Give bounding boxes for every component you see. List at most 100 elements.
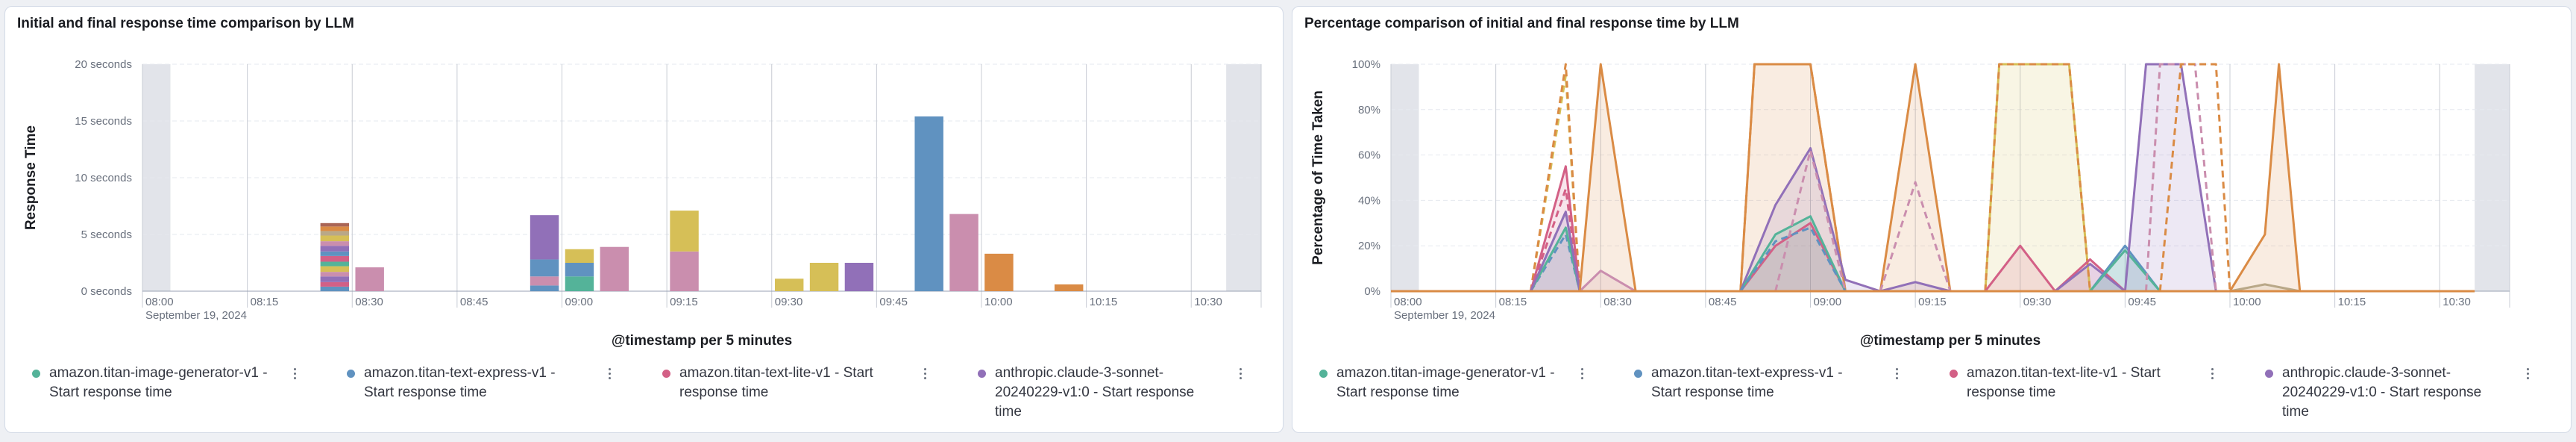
legend-item-titan-lite[interactable]: amazon.titan-text-lite-v1 - Start respon… xyxy=(662,364,946,402)
series-area xyxy=(2090,250,2161,291)
bar-segment xyxy=(320,286,350,291)
bar-segment xyxy=(774,278,804,291)
series-area xyxy=(1580,270,1636,291)
more-options-icon[interactable] xyxy=(920,364,930,383)
x-axis-date-label: September 19, 2024 xyxy=(1394,309,1495,322)
series-area xyxy=(2195,64,2300,291)
bar-segment xyxy=(530,259,559,277)
series-line xyxy=(2229,283,2301,293)
more-options-icon[interactable] xyxy=(1577,364,1587,383)
series-line xyxy=(2089,249,2161,292)
y-tick-label: 100% xyxy=(1352,58,1380,71)
y-tick-label: 60% xyxy=(1358,149,1380,162)
legend-label: amazon.titan-image-generator-v1 - Start … xyxy=(1336,365,1555,400)
series-line xyxy=(1578,63,1637,292)
x-axis-date-label: September 19, 2024 xyxy=(145,309,247,322)
bar-segment xyxy=(355,267,384,291)
x-axis-title: @timestamp per 5 minutes xyxy=(612,333,792,349)
legend-label: anthropic.claude-3-sonnet-20240229-v1:0 … xyxy=(2282,365,2482,420)
series-line xyxy=(1774,149,1847,292)
x-tick-label: 08:15 xyxy=(1499,296,1527,308)
x-tick-label: 10:15 xyxy=(2338,296,2366,308)
more-options-icon[interactable] xyxy=(1891,364,1902,383)
y-tick-label: 20 seconds xyxy=(75,58,132,71)
y-tick-label: 10 seconds xyxy=(75,172,132,184)
more-options-icon[interactable] xyxy=(2522,364,2533,383)
bar-segment xyxy=(530,215,559,260)
chart-legend: amazon.titan-image-generator-v1 - Start … xyxy=(32,364,1270,431)
x-tick-label: 08:00 xyxy=(1394,296,1422,308)
bar-segment xyxy=(320,241,350,246)
more-options-icon[interactable] xyxy=(1235,364,1245,383)
y-tick-label: 40% xyxy=(1358,194,1380,207)
legend-item-titan-lite[interactable]: amazon.titan-text-lite-v1 - Start respon… xyxy=(1950,364,2233,402)
legend-label: amazon.titan-text-lite-v1 - Start respon… xyxy=(679,365,873,400)
y-tick-label: 0% xyxy=(1364,285,1380,298)
series-line xyxy=(1530,187,1581,292)
bar-segment xyxy=(1054,284,1084,291)
series-line xyxy=(2158,63,2231,292)
legend-label: amazon.titan-text-express-v1 - Start res… xyxy=(364,365,556,400)
legend-item-titan-express[interactable]: amazon.titan-text-express-v1 - Start res… xyxy=(1634,364,1917,402)
x-tick-label: 10:15 xyxy=(1090,296,1118,308)
series-line xyxy=(1879,63,1952,292)
more-options-icon[interactable] xyxy=(2207,364,2217,383)
series-line xyxy=(1739,226,1847,292)
y-tick-label: 80% xyxy=(1358,104,1380,116)
bar-segment xyxy=(320,281,350,287)
bar-segment xyxy=(914,116,943,291)
more-options-icon[interactable] xyxy=(604,364,615,383)
series-line xyxy=(1579,270,1636,293)
series-line xyxy=(1739,146,1881,293)
x-tick-label: 08:15 xyxy=(251,296,279,308)
more-options-icon[interactable] xyxy=(289,364,300,383)
bar-segment xyxy=(530,276,559,286)
legend-item-claude-sonnet[interactable]: anthropic.claude-3-sonnet-20240229-v1:0 … xyxy=(978,364,1261,422)
bar-segment xyxy=(320,261,350,267)
legend-label: anthropic.claude-3-sonnet-20240229-v1:0 … xyxy=(995,365,1195,420)
legend-item-titan-express[interactable]: amazon.titan-text-express-v1 - Start res… xyxy=(347,364,630,402)
response-time-bar-chart: 0 seconds 5 seconds 10 seconds 15 seconds 20… xyxy=(23,58,1262,349)
series-line xyxy=(1879,281,1951,293)
legend-color-swatch xyxy=(1634,370,1642,378)
bar-segment xyxy=(320,231,350,236)
legend-item-titan-image[interactable]: amazon.titan-image-generator-v1 - Start … xyxy=(32,364,315,402)
bar-segment xyxy=(320,266,350,273)
bar-segment xyxy=(320,222,350,227)
legend-color-swatch xyxy=(662,370,670,378)
legend-label: amazon.titan-text-lite-v1 - Start respon… xyxy=(1967,365,2161,400)
legend-color-swatch xyxy=(2265,370,2273,378)
y-tick-label: 0 seconds xyxy=(81,285,132,298)
x-tick-label: 08:45 xyxy=(1709,296,1737,308)
bar-segment xyxy=(320,226,350,231)
bar-segment xyxy=(320,246,350,252)
series-line xyxy=(1879,181,1952,292)
bar-segment xyxy=(530,285,559,291)
x-tick-label: 10:30 xyxy=(2443,296,2471,308)
series-line xyxy=(2054,263,2126,293)
series-line xyxy=(2123,63,2217,292)
legend-label: amazon.titan-text-express-v1 - Start res… xyxy=(1651,365,1843,400)
bar-segment xyxy=(600,246,629,291)
x-tick-label: 09:45 xyxy=(2128,296,2156,308)
series-area xyxy=(1740,222,1846,291)
legend-item-claude-sonnet[interactable]: anthropic.claude-3-sonnet-20240229-v1:0 … xyxy=(2265,364,2548,422)
bar-segment xyxy=(320,272,350,277)
chart-legend: amazon.titan-image-generator-v1 - Start … xyxy=(1319,364,2557,431)
bar-segment xyxy=(984,253,1014,291)
series-area xyxy=(1740,148,1881,291)
y-tick-label: 20% xyxy=(1358,240,1380,252)
series-line xyxy=(2145,63,2217,292)
legend-item-titan-image[interactable]: amazon.titan-image-generator-v1 - Start … xyxy=(1319,364,1603,402)
bar-segment xyxy=(320,276,350,282)
series-area xyxy=(2055,264,2126,291)
series-line xyxy=(1530,211,1581,292)
percentage-panel: Percentage comparison of initial and fin… xyxy=(1292,6,2572,433)
legend-label: amazon.titan-image-generator-v1 - Start … xyxy=(49,365,268,400)
x-tick-label: 10:00 xyxy=(984,296,1013,308)
y-tick-label: 5 seconds xyxy=(81,228,132,241)
x-axis-title: @timestamp per 5 minutes xyxy=(1860,333,2041,349)
series-line xyxy=(1530,165,1581,292)
series-line xyxy=(1530,63,1581,292)
response-time-panel: Initial and final response time comparis… xyxy=(4,6,1284,433)
